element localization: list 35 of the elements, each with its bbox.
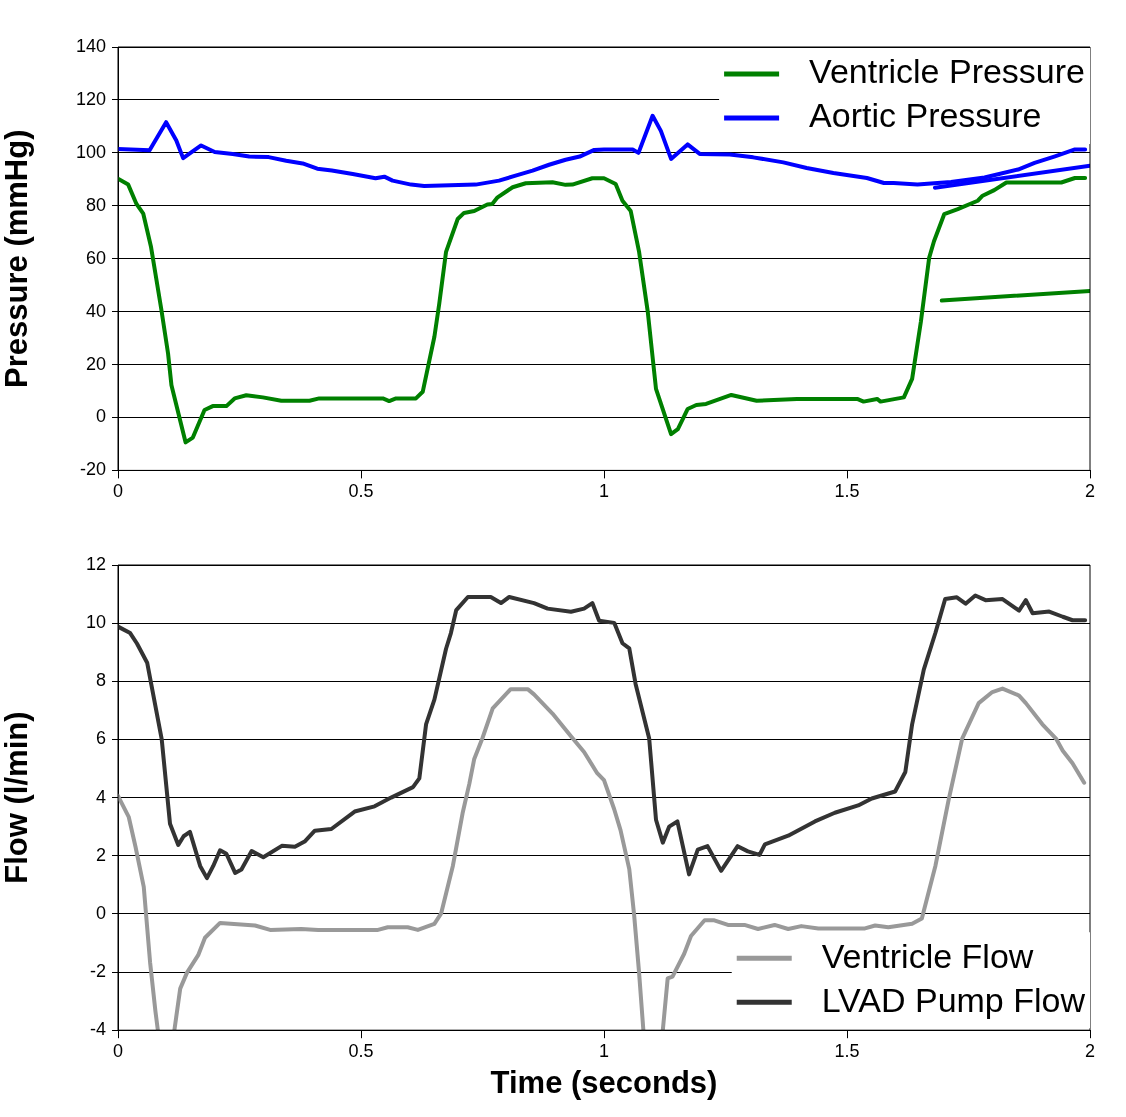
y-tick-label: 0	[95, 902, 106, 923]
x-tick-label: 1	[598, 481, 610, 502]
x-tick-label: 2	[1084, 1040, 1096, 1061]
y-tick-label: 140	[75, 35, 106, 56]
x-tick-label: 1.5	[834, 1040, 860, 1061]
y-tick-label: -4	[89, 1019, 106, 1040]
y-tick-label: 12	[85, 553, 106, 574]
y-tick-label: -2	[89, 961, 106, 982]
legend-label: LVAD Pump Flow	[821, 980, 1086, 1019]
x-tick-label: 2	[1084, 481, 1096, 502]
y-tick-label: 80	[85, 194, 106, 215]
y-tick-label: 60	[85, 247, 106, 268]
x-tick-label: 0.5	[348, 481, 374, 502]
x-tick-label: 1.5	[834, 481, 860, 502]
legend-label: Ventricle Pressure	[809, 52, 1085, 91]
x-tick-label: 0.5	[348, 1040, 374, 1061]
y-tick-label: 8	[95, 670, 106, 691]
y-tick-label: 10	[85, 612, 106, 633]
y-tick-label: 4	[95, 786, 106, 807]
y-axis-title: Pressure (mmHg)	[0, 129, 35, 388]
y-axis-title: Flow (l/min)	[0, 711, 35, 884]
y-tick-label: 6	[95, 728, 106, 749]
x-tick-label: 0	[112, 481, 124, 502]
y-tick-label: 40	[85, 300, 106, 321]
x-tick-label: 1	[598, 1040, 610, 1061]
y-tick-label: 120	[75, 88, 106, 109]
x-tick-label: 0	[112, 1040, 124, 1061]
y-tick-label: 2	[95, 844, 106, 865]
y-tick-label: 100	[75, 141, 106, 162]
legend-label: Ventricle Flow	[821, 936, 1034, 975]
legend-label: Aortic Pressure	[809, 96, 1042, 135]
y-tick-label: -20	[79, 459, 106, 480]
y-tick-label: 0	[95, 406, 106, 427]
y-tick-label: 20	[85, 353, 106, 374]
x-axis-title: Time (seconds)	[490, 1064, 718, 1100]
